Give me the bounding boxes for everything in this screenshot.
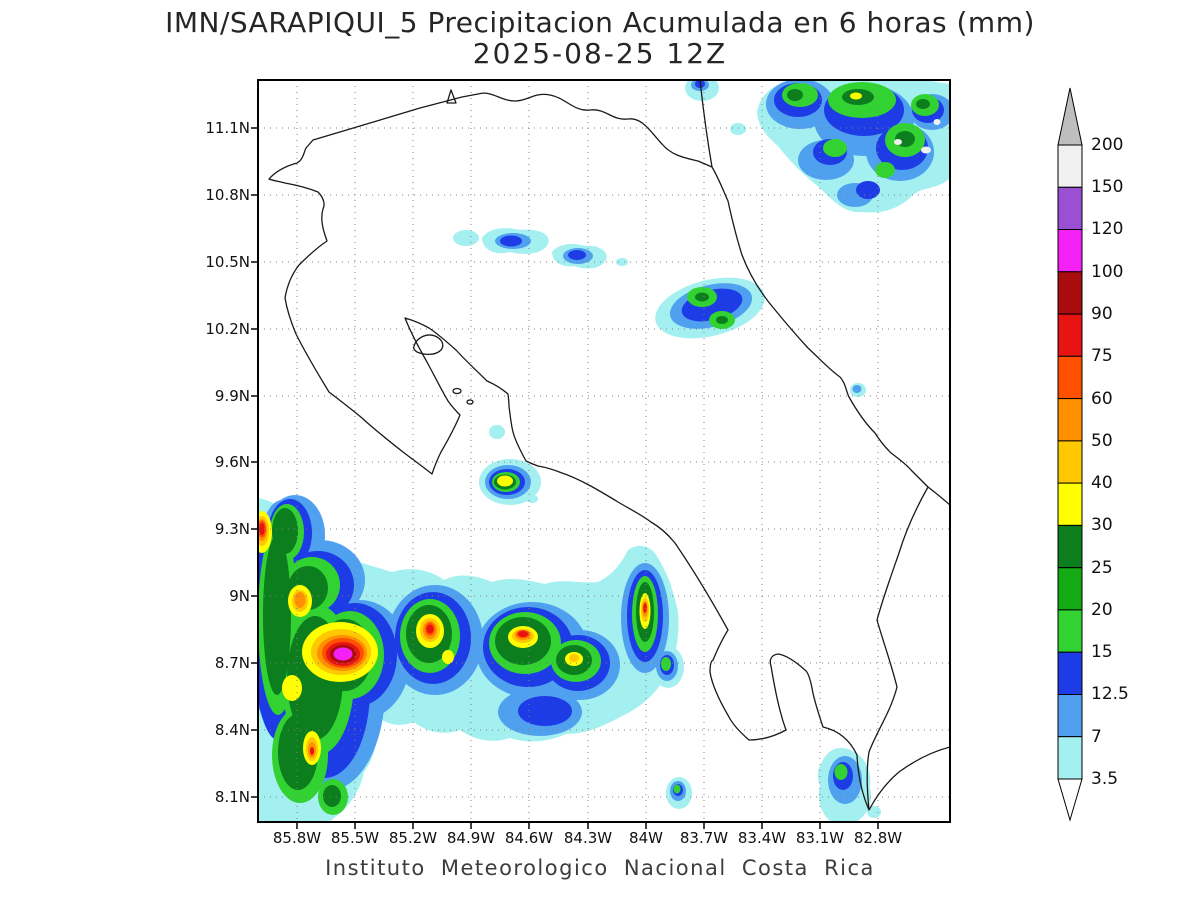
- colorbar-label: 12.5: [1091, 684, 1129, 704]
- footer-credit: Instituto Meteorologico Nacional Costa R…: [325, 856, 875, 880]
- lake-arenal-outline: [412, 334, 444, 356]
- page-subtitle: 2025-08-25 12Z: [472, 37, 728, 70]
- gulf-island: [466, 399, 474, 405]
- y-tick-label: 8.1N: [214, 788, 250, 806]
- nicaragua-coast-line: [699, 80, 713, 168]
- map-border: [257, 79, 951, 823]
- page-title: IMN/SARAPIQUI_5 Precipitacion Acumulada …: [165, 6, 1035, 39]
- colorbar-segment: [1057, 144, 1083, 188]
- coastline: [268, 80, 950, 811]
- colorbar-label: 100: [1091, 262, 1124, 282]
- colorbar-segment: [1057, 482, 1083, 526]
- colorbar-segment: [1057, 651, 1083, 696]
- x-tick-label: 85.8W: [272, 829, 322, 847]
- x-tick-label: 84.3W: [563, 829, 613, 847]
- colorbar-segment: [1057, 186, 1083, 231]
- y-tick-label: 10.2N: [205, 320, 250, 338]
- x-tick-label: 85.2W: [388, 829, 438, 847]
- panama-caribbean-coast-line: [927, 486, 950, 506]
- precip-layer-white-150: [894, 119, 941, 154]
- colorbar-label: 120: [1091, 219, 1124, 239]
- x-tick-label: 83.7W: [679, 829, 729, 847]
- y-tick-label: 8.7N: [214, 654, 250, 672]
- x-tick-label: 84W: [629, 829, 663, 847]
- y-tick-label: 8.4N: [214, 721, 250, 739]
- colorbar-segment: [1057, 440, 1083, 484]
- x-tick-label: 84.9W: [446, 829, 496, 847]
- y-tick-label: 9.9N: [214, 387, 250, 405]
- colorbar-segment: [1057, 609, 1083, 653]
- colorbar-segment: [1057, 355, 1083, 400]
- gridlines: [258, 80, 950, 822]
- y-tick-label: 9N: [229, 587, 250, 605]
- colorbar-label: 25: [1091, 558, 1113, 578]
- y-tick-label: 9.3N: [214, 520, 250, 538]
- colorbar-label: 40: [1091, 473, 1113, 493]
- precip-layer-magenta-100: [333, 647, 353, 661]
- panama-pacific-coast-line: [868, 746, 950, 811]
- colorbar-segment: [1057, 694, 1083, 738]
- colorbar-label: 60: [1091, 389, 1113, 409]
- colorbar-over-arrow: [1057, 87, 1083, 146]
- colorbar-label: 200: [1091, 135, 1124, 155]
- colorbar-label: 3.5: [1091, 769, 1119, 789]
- colorbar-label: 75: [1091, 346, 1113, 366]
- y-tick-label: 9.6N: [214, 453, 250, 471]
- gulf-island: [452, 387, 462, 395]
- colorbar-segment: [1057, 398, 1083, 442]
- colorbar-label: 50: [1091, 431, 1113, 451]
- x-tick-label: 83.4W: [737, 829, 787, 847]
- x-tick-label: 83.1W: [795, 829, 845, 847]
- island-triangle-marker: [446, 89, 457, 104]
- colorbar-label: 20: [1091, 600, 1113, 620]
- colorbar-label: 90: [1091, 304, 1113, 324]
- x-tick-label: 85.5W: [330, 829, 380, 847]
- colorbar-under-arrow: [1057, 778, 1083, 822]
- colorbar-label: 7: [1091, 727, 1102, 747]
- axis-tick-marks: [251, 127, 879, 829]
- y-tick-label: 11.1N: [205, 119, 250, 137]
- x-tick-label: 84.6W: [504, 829, 554, 847]
- colorbar-segment: [1057, 313, 1083, 357]
- x-tick-label: 82.8W: [853, 829, 903, 847]
- costa-rica-outline: [268, 92, 929, 811]
- colorbar-segment: [1057, 271, 1083, 315]
- colorbar-label: 30: [1091, 515, 1113, 535]
- y-tick-label: 10.5N: [205, 253, 250, 271]
- y-tick-label: 10.8N: [205, 186, 250, 204]
- colorbar-segment: [1057, 524, 1083, 569]
- colorbar: [1057, 87, 1083, 822]
- colorbar-label: 15: [1091, 642, 1113, 662]
- colorbar-segment: [1057, 229, 1083, 273]
- colorbar-segment: [1057, 736, 1083, 780]
- colorbar-label: 150: [1091, 177, 1124, 197]
- colorbar-segment: [1057, 567, 1083, 611]
